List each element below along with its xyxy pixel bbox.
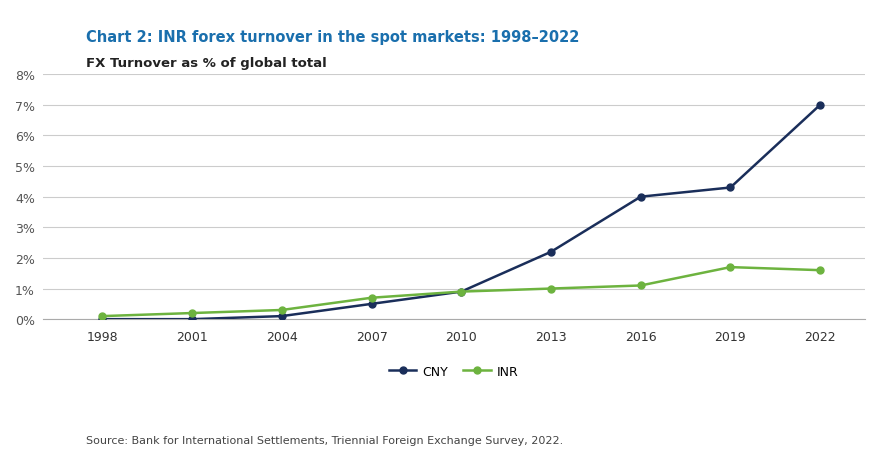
Legend: CNY, INR: CNY, INR [384, 360, 524, 383]
INR [635, 283, 646, 289]
INR [456, 289, 466, 295]
CNY [815, 103, 825, 108]
INR [276, 308, 287, 313]
CNY [187, 317, 197, 322]
CNY [456, 289, 466, 295]
CNY [276, 313, 287, 319]
CNY [725, 185, 736, 191]
Text: Chart 2: INR forex turnover in the spot markets: 1998–2022: Chart 2: INR forex turnover in the spot … [86, 30, 580, 45]
INR [725, 265, 736, 270]
INR [815, 268, 825, 273]
INR [366, 295, 377, 301]
Line: CNY: CNY [99, 102, 824, 323]
CNY [546, 250, 556, 255]
INR [546, 286, 556, 291]
INR [187, 311, 197, 316]
CNY [366, 302, 377, 307]
Text: Source: Bank for International Settlements, Triennial Foreign Exchange Survey, 2: Source: Bank for International Settlemen… [86, 435, 563, 445]
CNY [97, 317, 107, 322]
Text: FX Turnover as % of global total: FX Turnover as % of global total [86, 57, 327, 70]
Line: INR: INR [99, 264, 824, 320]
CNY [635, 195, 646, 200]
INR [97, 313, 107, 319]
